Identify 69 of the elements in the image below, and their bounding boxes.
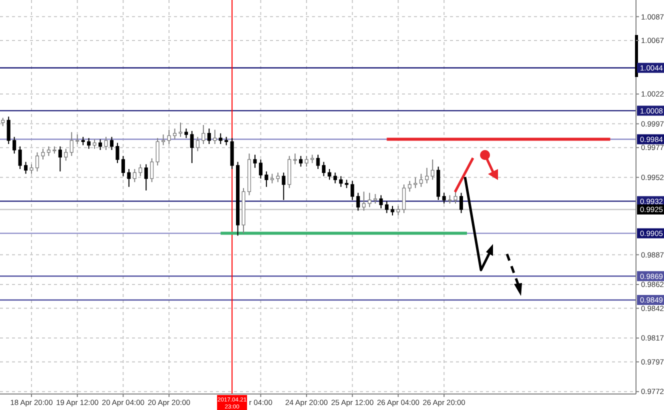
- candlestick: [121, 155, 125, 177]
- candlestick: [18, 146, 22, 170]
- candlestick: [213, 129, 217, 145]
- candlestick: [202, 124, 206, 145]
- candlestick: [459, 192, 464, 214]
- candlestick: [390, 205, 394, 216]
- candlestick: [178, 122, 182, 138]
- candlestick: [70, 132, 74, 156]
- candlestick: [333, 172, 337, 184]
- candlestick: [425, 167, 429, 184]
- candlestick: [207, 128, 211, 145]
- candlestick: [430, 159, 434, 180]
- candlestick: [356, 192, 360, 212]
- candlestick: [92, 138, 96, 150]
- candlestick: [379, 194, 383, 209]
- candlestick: [454, 191, 458, 204]
- candlestick: [316, 154, 320, 170]
- candlestick: [253, 154, 257, 168]
- candlestick: [104, 136, 108, 150]
- candlestick: [184, 128, 188, 139]
- candlestick: [362, 191, 366, 212]
- candlestick: [230, 138, 234, 170]
- candlestick: [76, 134, 80, 145]
- candlestick: [258, 159, 262, 180]
- candlestick: [374, 194, 378, 204]
- candlestick: [282, 172, 286, 200]
- candlestick: [442, 192, 446, 204]
- candlestick: [116, 142, 120, 164]
- candlestick: [414, 176, 418, 189]
- candlestick: [408, 180, 412, 192]
- candlestick: [293, 153, 297, 165]
- candlestick: [304, 155, 308, 168]
- candlestick: [110, 136, 114, 150]
- candlestick: [46, 146, 50, 156]
- candlestick: [196, 136, 200, 152]
- candlestick: [30, 164, 34, 174]
- candlestick: [322, 161, 326, 177]
- candlestick: [172, 128, 177, 140]
- candlestick: [276, 172, 280, 183]
- candlestick: [156, 138, 160, 166]
- candlestick: [190, 130, 194, 164]
- candlestick: [218, 132, 222, 145]
- candlestick: [150, 158, 154, 183]
- candlestick: [396, 205, 400, 216]
- candlestick: [402, 184, 406, 214]
- candlestick: [87, 138, 91, 150]
- candlestick: [41, 148, 45, 160]
- candlestick: [350, 180, 354, 200]
- candlestick: [127, 168, 131, 188]
- candlestick: [270, 173, 274, 184]
- candlestick: [24, 161, 28, 174]
- candlestick: [368, 192, 372, 208]
- candlestick: [419, 173, 423, 188]
- candlestick: [299, 155, 303, 168]
- candlestick: [58, 146, 62, 172]
- candlestick: [132, 168, 136, 183]
- candlestick: [384, 200, 389, 214]
- candlestick: [264, 170, 268, 188]
- candlestick: [98, 138, 102, 150]
- candlestick: [144, 164, 148, 191]
- candlestick: [35, 152, 40, 172]
- candlestick: [162, 134, 166, 146]
- candlestick: [328, 168, 332, 180]
- candlestick: [64, 148, 68, 162]
- candlestick: [6, 116, 10, 145]
- candlestick: [138, 164, 142, 177]
- candlestick: [167, 129, 171, 145]
- candlestick: [339, 176, 343, 188]
- candlestick: [12, 136, 16, 154]
